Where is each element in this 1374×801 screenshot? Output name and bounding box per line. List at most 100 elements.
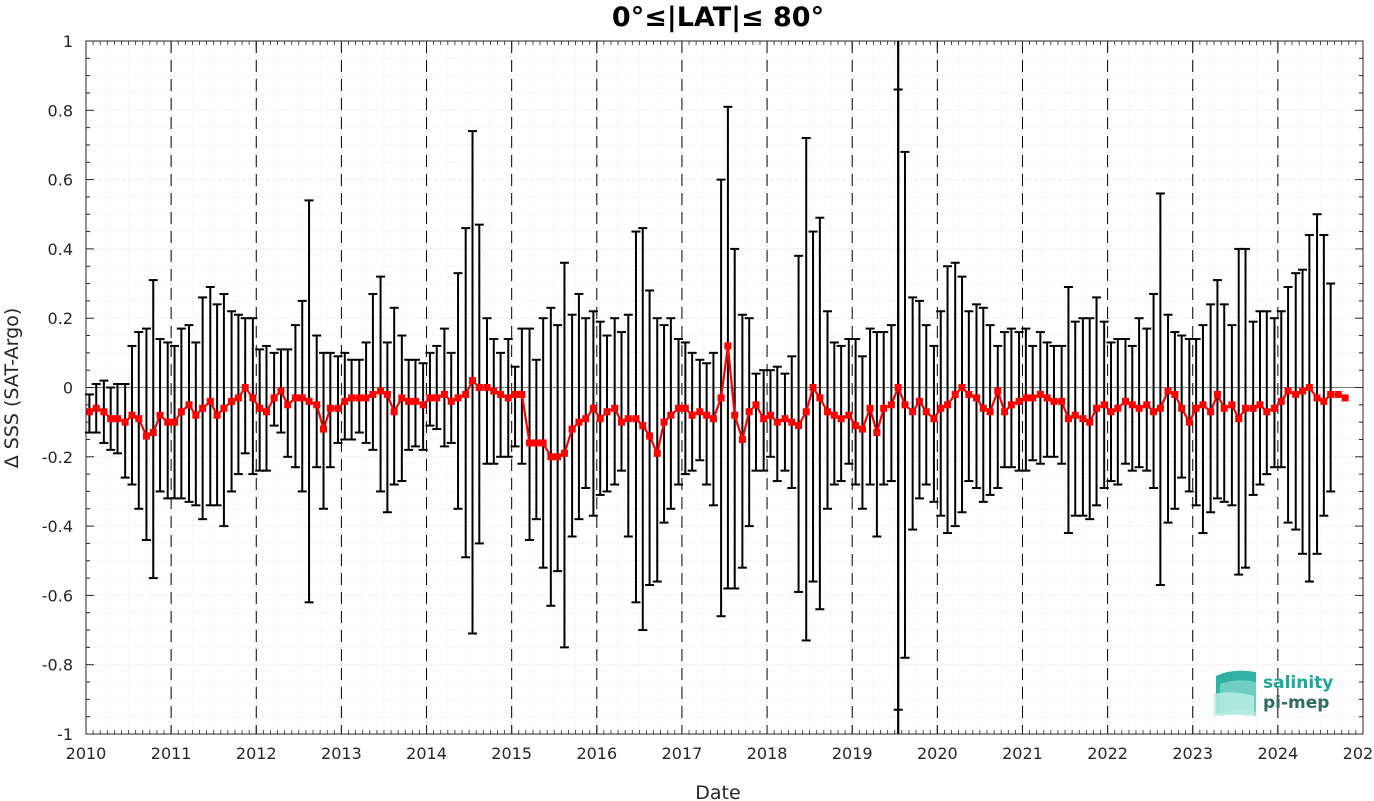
data-point [320, 425, 328, 433]
data-point [1135, 404, 1143, 412]
data-point [1228, 401, 1236, 409]
data-point [284, 401, 292, 409]
y-tick-label: -0.8 [42, 656, 73, 675]
data-point [901, 401, 909, 409]
data-point [554, 453, 562, 461]
data-point [858, 425, 866, 433]
data-point [405, 397, 413, 405]
data-point [824, 408, 832, 416]
data-point [802, 408, 810, 416]
data-point [930, 415, 938, 423]
y-tick-label: 0.2 [48, 309, 73, 328]
data-point [717, 394, 725, 402]
data-point [1114, 404, 1122, 412]
y-tick-label: 0.6 [48, 171, 73, 190]
data-point [1220, 404, 1228, 412]
x-tick-label: 2018 [747, 744, 788, 763]
data-point [738, 435, 746, 443]
data-point [1015, 397, 1023, 405]
data-point [206, 397, 214, 405]
data-point [781, 415, 789, 423]
data-point [1277, 397, 1285, 405]
data-point [1199, 401, 1207, 409]
data-point [149, 429, 157, 437]
data-point [646, 432, 654, 440]
logo-text-salinity: salinity [1263, 673, 1333, 693]
y-tick-label: -0.4 [42, 517, 73, 536]
data-point [852, 422, 860, 430]
x-tick-label: 2014 [406, 744, 447, 763]
data-point [589, 404, 597, 412]
data-point [121, 418, 129, 426]
data-point [305, 397, 313, 405]
grid-layer [85, 40, 1364, 735]
data-point [1128, 401, 1136, 409]
data-point [788, 418, 796, 426]
data-point [177, 408, 185, 416]
data-point [518, 390, 526, 398]
data-point [341, 397, 349, 405]
salinity-pi-mep-logo: salinity pi-mep [1214, 670, 1333, 716]
data-point [92, 404, 100, 412]
y-tick-label: -1 [57, 725, 73, 744]
data-point [313, 401, 321, 409]
x-tick-label: 2023 [1172, 744, 1213, 763]
data-point [696, 408, 704, 416]
data-point [951, 390, 959, 398]
data-point [326, 404, 334, 412]
data-point [390, 408, 398, 416]
y-tick-label: 0 [63, 379, 73, 398]
data-point [667, 411, 675, 419]
y-tick-label: -0.2 [42, 448, 73, 467]
data-point [845, 411, 853, 419]
x-tick-label: 2022 [1087, 744, 1128, 763]
data-point [1320, 397, 1328, 405]
data-point [426, 394, 434, 402]
data-point [433, 394, 441, 402]
y-tick-labels: -1 -0.8 -0.6 -0.4 -0.2 0 0.2 0.4 0.6 0.8 1 [42, 32, 73, 744]
data-point [547, 453, 555, 461]
data-point [880, 404, 888, 412]
data-point [220, 404, 228, 412]
data-point [894, 384, 902, 391]
data-point [596, 415, 604, 423]
data-point [199, 404, 207, 412]
data-point [795, 422, 803, 430]
data-point [773, 418, 781, 426]
data-point [1029, 394, 1037, 402]
y-axis-label: Δ SSS (SAT-Argo) [1, 308, 23, 468]
y-tick-label: 0.8 [48, 101, 73, 120]
data-point [270, 394, 278, 402]
data-point [1341, 394, 1349, 402]
data-point [1058, 397, 1066, 405]
y-tick-label: 0.4 [48, 240, 73, 259]
data-point [142, 432, 150, 440]
data-point [1171, 390, 1179, 398]
data-point [1270, 404, 1278, 412]
data-point [1071, 411, 1079, 419]
data-point [1022, 394, 1030, 402]
data-point [1213, 390, 1221, 398]
data-point [298, 394, 306, 402]
x-tick-label: 2016 [576, 744, 617, 763]
data-point [752, 401, 760, 409]
data-point [1284, 387, 1292, 395]
data-point [866, 404, 874, 412]
chart-title: 0°≤|LAT|≤ 80° [612, 2, 824, 33]
data-point [462, 390, 470, 398]
data-point [745, 408, 753, 416]
data-point [249, 394, 257, 402]
data-point [639, 422, 647, 430]
data-point [85, 408, 93, 416]
data-point [277, 387, 285, 395]
data-point [724, 342, 732, 350]
y-tick-label: 1 [63, 32, 73, 51]
data-point [135, 415, 143, 423]
data-point [873, 429, 881, 437]
data-point [1263, 408, 1271, 416]
data-point [560, 449, 568, 457]
data-point [1086, 418, 1094, 426]
data-point [383, 390, 391, 398]
data-point [603, 408, 611, 416]
data-point [653, 449, 661, 457]
